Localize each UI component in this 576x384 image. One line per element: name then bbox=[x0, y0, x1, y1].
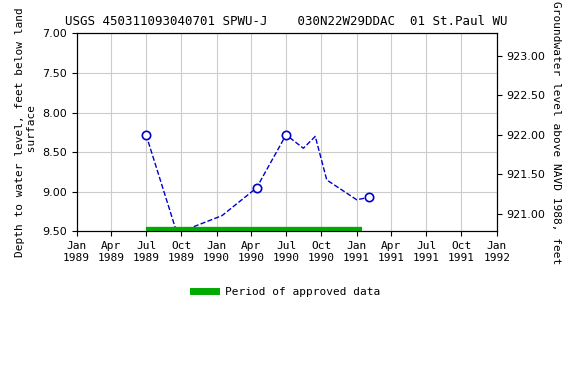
Y-axis label: Depth to water level, feet below land
 surface: Depth to water level, feet below land su… bbox=[15, 8, 37, 257]
Legend: Period of approved data: Period of approved data bbox=[189, 282, 384, 301]
Title: USGS 450311093040701 SPWU-J    030N22W29DDAC  01 St.Paul WU: USGS 450311093040701 SPWU-J 030N22W29DDA… bbox=[66, 15, 508, 28]
Y-axis label: Groundwater level above NAVD 1988, feet: Groundwater level above NAVD 1988, feet bbox=[551, 1, 561, 264]
